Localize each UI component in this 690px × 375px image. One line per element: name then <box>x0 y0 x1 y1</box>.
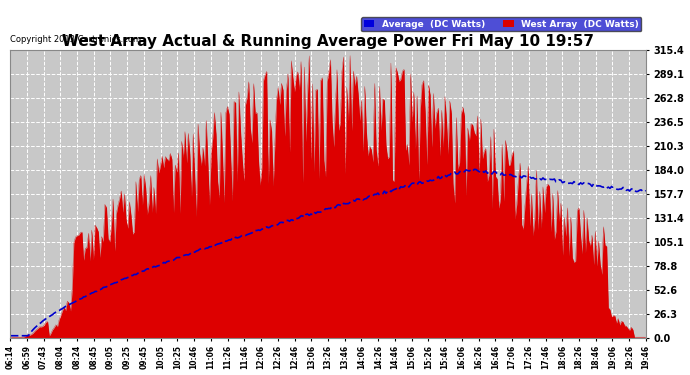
Title: West Array Actual & Running Average Power Fri May 10 19:57: West Array Actual & Running Average Powe… <box>62 34 594 49</box>
Text: Copyright 2013 Cartronics.com: Copyright 2013 Cartronics.com <box>10 35 141 44</box>
Legend: Average  (DC Watts), West Array  (DC Watts): Average (DC Watts), West Array (DC Watts… <box>361 17 642 32</box>
